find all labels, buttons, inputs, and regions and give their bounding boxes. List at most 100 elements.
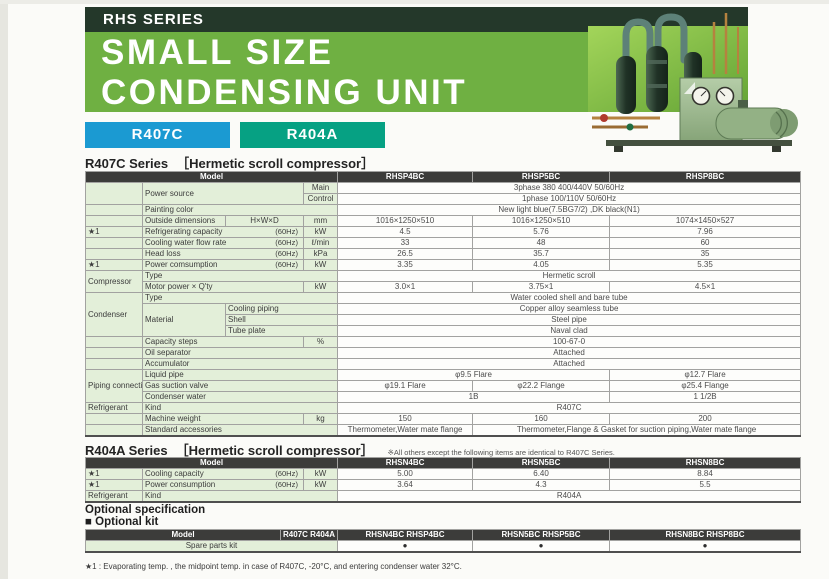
value-cell: Water cooled shell and bare tube [337,292,802,304]
row-label: Machine weight [142,413,304,425]
table-row: Machine weight kg 150 160 200 [85,413,802,425]
value-cell: 4.3 [472,479,611,491]
unit-cell: ℓ/min [302,237,339,249]
table-row: Model R407C R404A RHSN4BC RHSP4BC RHSN5BC R… [85,529,801,541]
value-cell: 1016×1250×510 [472,215,611,227]
column-header: RHSN5BC RHSP5BC [472,529,610,541]
value-cell: 4.5×1 [609,281,802,293]
value-cell: ● [337,540,473,553]
table-row: Motor power × Q'ty kW 3.0×1 3.75×1 4.5×1 [86,281,802,293]
table-row: Compressor Type Hermetic scroll [85,270,802,293]
table-row: Condenser Type Water cooled shell and bare… [85,292,802,337]
scan-edge [0,0,8,579]
value-cell: 35 [609,248,802,260]
table-row: Cooling water flow rate (60Hz) ℓ/min 33 48 60 [85,237,802,249]
value-cell: Copper alloy seamless tube [337,303,802,315]
optional-spec-heading: Optional specification [85,504,206,516]
table-row: ★1 Cooling capacity (60Hz) kW 5.00 6.40 8.84 [85,468,802,480]
row-label: ★1 [85,259,143,271]
table-row: Outside dimensions H×W×D mm 1016×1250×510 10… [85,215,802,227]
row-label: Outside dimensions [142,215,226,227]
value-cell: 26.5 [337,248,474,260]
row-label: Compressor [85,270,143,293]
value-cell: 5.00 [337,468,474,480]
table-row: Standard accessories Thermometer,Water ma… [85,424,802,437]
footnote: ★1 : Evaporating temp. , the midpoint te… [85,562,462,571]
table-row: Material Cooling piping Copper alloy seaml… [86,303,802,337]
page-title-line1: SMALL SIZE [101,33,334,72]
value-cell: 4.5 [337,226,474,238]
value-cell: 6.40 [472,468,611,480]
column-header: R407C R404A [280,529,338,541]
value-cell: φ19.1 Flare [337,380,474,392]
value-cell: 48 [472,237,611,249]
row-label: Condenser [85,292,143,337]
table-row: Refrigerant Kind R404A [85,490,802,503]
row-label [85,215,143,227]
row-label: Material [142,303,226,337]
value-cell: φ25.4 Flange [609,380,802,392]
row-label: ★1 [85,468,143,480]
value-cell: ● [609,540,801,553]
table-row: Spare parts kit ● ● ● [85,540,801,553]
row-label: Power consumption (60Hz) [142,479,304,491]
r407c-series-title: R407C Series [85,156,169,171]
optional-kit-table: Model R407C R404A RHSN4BC RHSP4BC RHSN5BC R… [85,529,801,553]
table-row: Control 1phase 100/110V 50/60Hz [86,193,802,205]
table-row: Power source Main 3phase 380 400/440V 50/6… [85,182,802,205]
value-cell: 200 [609,413,802,425]
row-label: H×W×D [225,215,304,227]
row-label: Refrigerating capacity (60Hz) [142,226,304,238]
value-cell: 7.96 [609,226,802,238]
row-label: ★1 [85,226,143,238]
table-row: Refrigerant Kind R407C [85,402,802,414]
row-label: Type [141,292,339,304]
column-header: RHSN4BC RHSP4BC [337,529,473,541]
row-label: Motor power × Q'ty [142,281,304,293]
row-label: Liquid pipe [141,369,339,381]
column-header: RHSP5BC [472,171,611,183]
page-title-line2: CONDENSING UNIT [101,73,468,112]
value-cell: Thermometer,Flange & Gasket for suction … [472,424,802,437]
value-cell: R407C [337,402,802,414]
value-cell: Thermometer,Water mate flange [337,424,474,437]
row-label: Kind [141,402,339,414]
row-label: Piping connection [85,369,143,403]
r407c-spec-table: Model RHSP4BC RHSP5BC RHSP8BC Power source Ma… [84,171,802,437]
value-cell: 5.5 [609,479,802,491]
row-label: Type [141,270,339,282]
row-label: Spare parts kit [85,540,338,553]
table-row: Painting color New light blue(7.5BG7/2) ,… [85,204,802,216]
row-label: Painting color [141,204,339,216]
value-cell: 3.75×1 [472,281,611,293]
value-cell: 5.35 [609,259,802,271]
value-cell: Naval clad [337,325,802,337]
row-label: Cooling capacity (60Hz) [142,468,304,480]
value-cell: 1074×1450×527 [609,215,802,227]
value-cell: 5.76 [472,226,611,238]
table-row: ★1 Power comsumption (60Hz) kW 3.35 4.05 5.35 [85,259,802,271]
unit-cell: kW [302,226,339,238]
value-cell: R404A [337,490,802,503]
column-header: RHSN8BC [609,457,802,469]
row-label: Shell [224,314,339,326]
row-label: Cooling water flow rate (60Hz) [142,237,304,249]
row-label [85,248,143,260]
r404a-series-note: ※All others except the following items a… [387,448,615,457]
title-banner: SMALL SIZE CONDENSING UNIT [85,32,590,112]
row-label [85,347,143,359]
condensing-unit-illustration [588,13,798,152]
value-cell: 1016×1250×510 [337,215,474,227]
unit-cell: Main [302,182,339,194]
column-header: Model [85,529,281,541]
unit-cell: % [302,336,339,348]
unit-cell: mm [302,215,339,227]
row-label [85,413,143,425]
value-cell: 8.84 [609,468,802,480]
row-label: Gas suction valve [141,380,339,392]
optional-kit-heading: ■ Optional kit [85,516,159,528]
column-header: RHSN5BC [472,457,611,469]
row-label: Accumulator [141,358,339,370]
column-header: Model [84,171,339,183]
